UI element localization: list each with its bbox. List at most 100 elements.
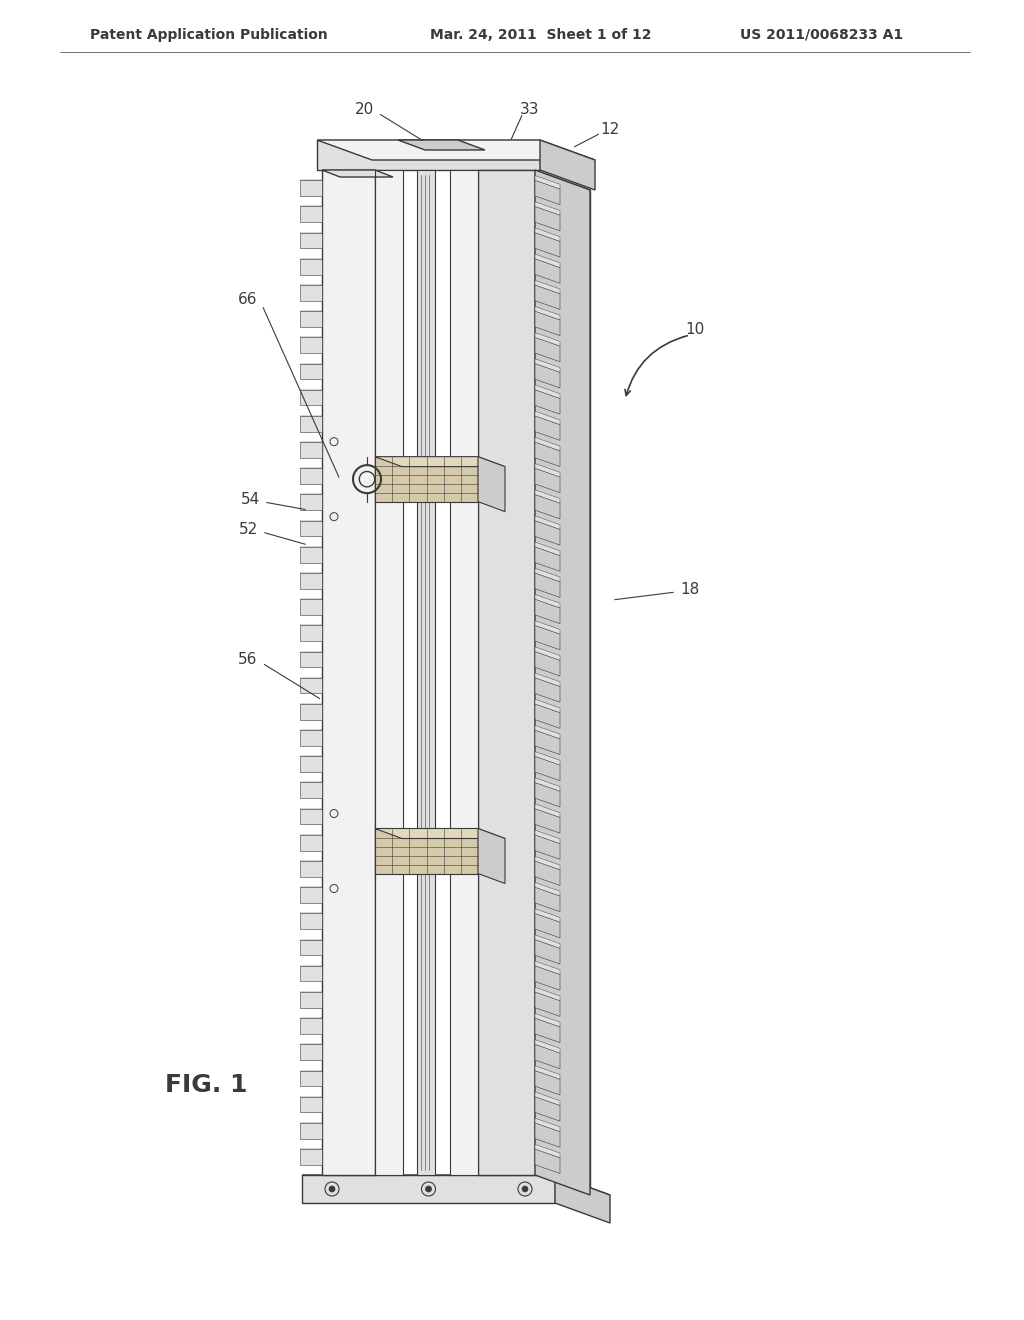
Polygon shape: [478, 457, 505, 512]
Polygon shape: [535, 1018, 560, 1043]
Text: US 2011/0068233 A1: US 2011/0068233 A1: [740, 28, 903, 42]
Text: 18: 18: [680, 582, 699, 598]
Polygon shape: [300, 1097, 322, 1113]
Circle shape: [522, 1185, 528, 1192]
Polygon shape: [375, 829, 478, 874]
Polygon shape: [375, 170, 403, 1175]
Polygon shape: [535, 883, 560, 896]
Polygon shape: [300, 966, 322, 982]
Polygon shape: [535, 726, 560, 739]
Polygon shape: [375, 457, 478, 502]
Polygon shape: [535, 1044, 560, 1069]
Polygon shape: [535, 751, 560, 766]
Polygon shape: [300, 232, 322, 248]
Polygon shape: [535, 170, 590, 1195]
Polygon shape: [535, 312, 560, 335]
Polygon shape: [300, 1018, 322, 1034]
Polygon shape: [300, 1071, 322, 1086]
Polygon shape: [300, 626, 322, 642]
Polygon shape: [375, 457, 505, 467]
Polygon shape: [300, 181, 322, 195]
Polygon shape: [300, 783, 322, 799]
Polygon shape: [535, 1092, 560, 1105]
Polygon shape: [535, 285, 560, 309]
Polygon shape: [535, 1071, 560, 1096]
Polygon shape: [535, 809, 560, 833]
Polygon shape: [535, 935, 560, 948]
Polygon shape: [300, 338, 322, 352]
Polygon shape: [478, 829, 505, 883]
Polygon shape: [535, 1118, 560, 1131]
Polygon shape: [300, 363, 322, 379]
Text: 52: 52: [239, 523, 258, 537]
Polygon shape: [535, 412, 560, 425]
Polygon shape: [535, 306, 560, 319]
Polygon shape: [535, 520, 560, 545]
Polygon shape: [535, 1148, 560, 1173]
Polygon shape: [535, 1040, 560, 1053]
Polygon shape: [535, 338, 560, 362]
Text: Mar. 24, 2011  Sheet 1 of 12: Mar. 24, 2011 Sheet 1 of 12: [430, 28, 651, 42]
Polygon shape: [535, 756, 560, 780]
Polygon shape: [540, 140, 595, 190]
Polygon shape: [317, 140, 540, 170]
Polygon shape: [300, 259, 322, 275]
Polygon shape: [535, 543, 560, 556]
Polygon shape: [300, 991, 322, 1007]
Polygon shape: [300, 416, 322, 432]
Polygon shape: [535, 1123, 560, 1147]
Polygon shape: [302, 1175, 555, 1203]
Polygon shape: [317, 140, 595, 160]
Polygon shape: [535, 546, 560, 572]
Polygon shape: [535, 961, 560, 974]
Text: 10: 10: [685, 322, 705, 338]
Polygon shape: [302, 1175, 610, 1195]
Polygon shape: [535, 834, 560, 859]
Polygon shape: [535, 1014, 560, 1027]
Polygon shape: [535, 966, 560, 990]
Polygon shape: [535, 730, 560, 755]
Polygon shape: [535, 385, 560, 399]
Polygon shape: [375, 829, 505, 838]
Text: 33: 33: [520, 103, 540, 117]
Polygon shape: [300, 652, 322, 668]
Polygon shape: [300, 573, 322, 589]
Polygon shape: [535, 1097, 560, 1121]
Circle shape: [426, 1185, 431, 1192]
Polygon shape: [535, 913, 560, 937]
Polygon shape: [300, 599, 322, 615]
Polygon shape: [300, 520, 322, 536]
Polygon shape: [535, 437, 560, 451]
Polygon shape: [535, 259, 560, 284]
Polygon shape: [300, 730, 322, 746]
Polygon shape: [478, 170, 535, 1175]
Polygon shape: [535, 908, 560, 923]
Polygon shape: [535, 1065, 560, 1080]
Polygon shape: [535, 626, 560, 649]
Polygon shape: [535, 704, 560, 729]
Polygon shape: [535, 1144, 560, 1158]
Polygon shape: [535, 416, 560, 441]
Polygon shape: [555, 1175, 610, 1224]
Polygon shape: [300, 1148, 322, 1164]
Polygon shape: [535, 442, 560, 466]
Polygon shape: [535, 181, 560, 205]
Polygon shape: [398, 140, 485, 150]
Polygon shape: [535, 206, 560, 231]
Polygon shape: [300, 809, 322, 825]
Polygon shape: [535, 232, 560, 257]
Polygon shape: [535, 280, 560, 294]
Polygon shape: [322, 170, 375, 1175]
Polygon shape: [300, 546, 322, 562]
Polygon shape: [535, 569, 560, 582]
Polygon shape: [535, 830, 560, 843]
Polygon shape: [300, 206, 322, 222]
Text: Patent Application Publication: Patent Application Publication: [90, 28, 328, 42]
Text: 20: 20: [355, 103, 375, 117]
Polygon shape: [300, 495, 322, 510]
Polygon shape: [535, 647, 560, 660]
Polygon shape: [300, 940, 322, 956]
Polygon shape: [535, 359, 560, 372]
Polygon shape: [535, 783, 560, 807]
Polygon shape: [535, 202, 560, 215]
